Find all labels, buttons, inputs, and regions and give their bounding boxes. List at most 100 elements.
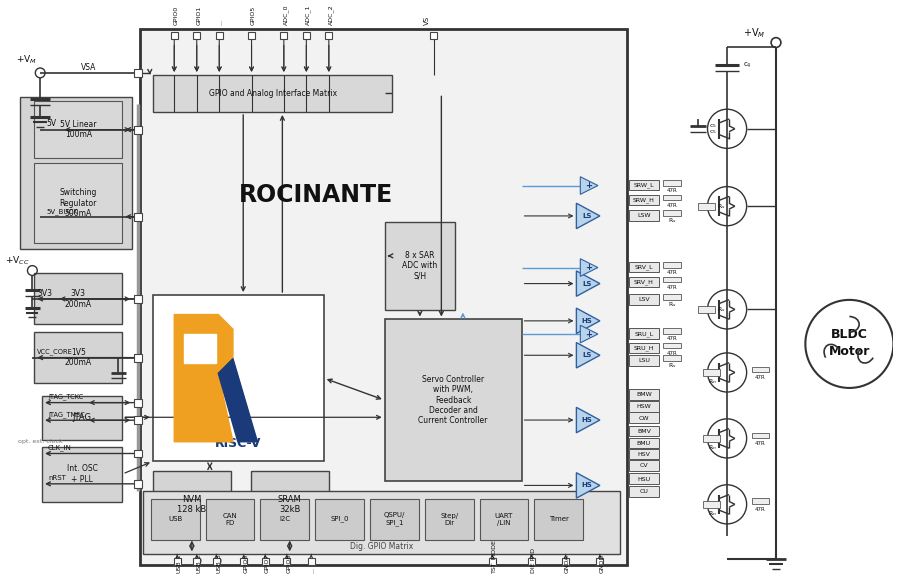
Bar (384, 319, 522, 481)
Text: +V$_M$: +V$_M$ (16, 54, 37, 66)
Bar (663, 328, 681, 334)
Bar (528, 558, 535, 564)
Text: JTAG_TCKC: JTAG_TCKC (48, 393, 84, 400)
Text: GNDA: GNDA (565, 554, 570, 573)
Text: TST_MODE: TST_MODE (491, 539, 497, 573)
Bar (629, 294, 659, 305)
Bar (134, 69, 142, 77)
Bar (489, 558, 496, 564)
Text: ADC_1: ADC_1 (305, 5, 311, 25)
Bar (752, 432, 770, 438)
Text: CW: CW (639, 416, 649, 421)
Text: c$_5$: c$_5$ (709, 128, 717, 136)
Text: 5V: 5V (46, 120, 56, 128)
Text: 47R: 47R (755, 441, 766, 446)
Bar (663, 355, 681, 361)
Bar (663, 210, 681, 216)
Bar (703, 435, 720, 442)
Text: Step/
Dir: Step/ Dir (440, 513, 458, 526)
Text: GPIO0: GPIO0 (174, 6, 179, 25)
Polygon shape (580, 177, 598, 195)
Text: 1V5
200mA: 1V5 200mA (65, 348, 92, 367)
Text: c$_5$: c$_5$ (709, 122, 717, 130)
Text: UART
/LIN: UART /LIN (495, 513, 513, 526)
Text: DIE PAD: DIE PAD (531, 548, 536, 573)
Text: 47R: 47R (667, 270, 678, 275)
Text: LSW: LSW (637, 213, 651, 219)
Bar (34, 332, 122, 383)
Text: Dig. GPIO Matrix: Dig. GPIO Matrix (350, 542, 413, 551)
Polygon shape (580, 259, 598, 277)
Text: JTAG: JTAG (73, 413, 92, 422)
Bar (315, 499, 365, 540)
Bar (663, 342, 681, 349)
Bar (134, 354, 142, 362)
Text: HS: HS (581, 482, 592, 488)
Bar (216, 32, 222, 39)
Polygon shape (576, 343, 600, 368)
Text: 47R: 47R (667, 203, 678, 208)
Text: BLDC: BLDC (831, 328, 868, 340)
Text: QSPU/
SPI_1: QSPU/ SPI_1 (383, 512, 405, 526)
Bar (629, 449, 659, 459)
Polygon shape (576, 473, 600, 498)
Text: USB_1: USB_1 (176, 553, 182, 573)
Bar (629, 486, 659, 496)
Bar (663, 262, 681, 268)
Text: 47R: 47R (667, 351, 678, 356)
Polygon shape (184, 334, 216, 363)
Text: LSU: LSU (638, 359, 650, 363)
Text: ...: ... (219, 19, 224, 25)
Bar (629, 342, 659, 353)
Text: ROCINANTE: ROCINANTE (239, 183, 393, 207)
Polygon shape (576, 407, 600, 433)
Text: 47R: 47R (667, 188, 678, 193)
Text: SRAM
32kB: SRAM 32kB (278, 495, 302, 514)
Bar (134, 213, 142, 220)
Text: 5V_BUCK: 5V_BUCK (46, 209, 77, 215)
Bar (629, 473, 659, 484)
Polygon shape (576, 271, 600, 297)
Text: ADC_2: ADC_2 (328, 4, 334, 25)
Text: Timer: Timer (549, 516, 569, 522)
Text: CU: CU (640, 489, 648, 494)
Bar (284, 558, 290, 564)
Text: GNDD: GNDD (599, 554, 604, 573)
Bar (425, 499, 473, 540)
Bar (663, 180, 681, 186)
Bar (134, 398, 142, 407)
Text: USB_2: USB_2 (196, 553, 202, 573)
Bar (562, 558, 569, 564)
Bar (663, 294, 681, 299)
Text: 47R: 47R (755, 507, 766, 512)
Text: 3V3
200mA: 3V3 200mA (65, 289, 92, 309)
Text: CV: CV (640, 464, 648, 468)
Text: USB_3: USB_3 (215, 553, 221, 573)
Text: GPIO5: GPIO5 (251, 6, 256, 25)
Bar (250, 471, 328, 537)
Bar (384, 222, 455, 309)
Bar (194, 558, 200, 564)
Bar (629, 438, 659, 448)
Text: Motor: Motor (829, 345, 870, 358)
Bar (698, 306, 716, 313)
Text: VSA: VSA (81, 63, 96, 71)
Text: LS: LS (582, 352, 592, 358)
Bar (629, 262, 659, 272)
Text: R$_s$: R$_s$ (668, 300, 677, 309)
Bar (629, 277, 659, 287)
Text: GPIO6: GPIO6 (243, 554, 248, 573)
Text: R$_s$: R$_s$ (668, 216, 677, 225)
Bar (213, 558, 220, 564)
Bar (20, 97, 132, 249)
Bar (629, 401, 659, 412)
Bar (752, 367, 770, 373)
Bar (153, 471, 231, 537)
Bar (42, 396, 122, 440)
Bar (430, 32, 437, 39)
Bar (34, 101, 122, 158)
Bar (308, 558, 315, 564)
Bar (153, 75, 392, 112)
Text: SRW_L: SRW_L (634, 183, 654, 188)
Text: Int. OSC
+ PLL: Int. OSC + PLL (67, 464, 98, 484)
